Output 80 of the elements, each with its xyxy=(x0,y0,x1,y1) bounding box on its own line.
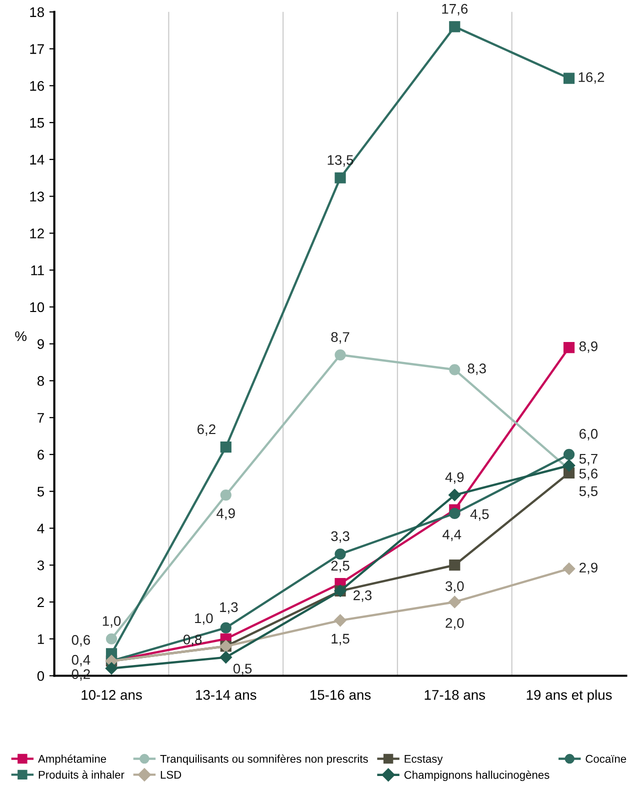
x-tick-label: 19 ans et plus xyxy=(526,690,612,703)
point xyxy=(562,459,576,472)
data-label: 2,5 xyxy=(331,560,350,572)
point xyxy=(449,508,460,520)
data-label: 4,9 xyxy=(445,472,464,484)
point xyxy=(563,342,575,354)
legend-label: Ecstasy xyxy=(404,755,443,765)
data-label: 6,2 xyxy=(197,424,216,436)
y-tick-label: 8 xyxy=(37,376,44,386)
point xyxy=(562,562,576,575)
y-tick-label: 1 xyxy=(38,634,44,644)
y-tick-label: 2 xyxy=(38,597,44,608)
point xyxy=(334,614,346,627)
data-label: 8,7 xyxy=(331,332,350,344)
legend-label: LSD xyxy=(160,770,182,779)
point xyxy=(449,364,460,376)
point xyxy=(563,448,575,460)
point xyxy=(449,560,460,571)
data-label: 0,5 xyxy=(233,664,252,676)
point xyxy=(220,622,232,634)
data-label: 2,0 xyxy=(446,618,464,630)
point xyxy=(334,172,346,184)
data-label: 8,9 xyxy=(579,341,598,353)
data-label: 16,2 xyxy=(578,72,604,84)
point xyxy=(334,349,346,360)
y-tick-label: 11 xyxy=(31,266,44,276)
y-tick-label: 13 xyxy=(30,192,44,202)
data-label: 2,3 xyxy=(354,590,372,602)
y-tick-label: 14 xyxy=(30,154,44,164)
y-tick-label: 16 xyxy=(30,81,44,91)
y-axis-title: % xyxy=(15,331,26,342)
x-tick-label: 17-18 ans xyxy=(424,690,486,700)
legend-label: Amphétamine xyxy=(38,754,106,765)
point xyxy=(563,72,575,84)
data-label: 1,3 xyxy=(220,602,238,614)
point xyxy=(220,651,232,664)
point xyxy=(220,442,232,453)
y-tick-label: 10 xyxy=(30,302,44,312)
point xyxy=(105,662,118,674)
data-label: 5,5 xyxy=(579,486,598,498)
data-label: 3,3 xyxy=(331,531,350,543)
data-label: 4,4 xyxy=(442,530,462,542)
data-label: 2,9 xyxy=(580,562,598,574)
data-label: 0,4 xyxy=(72,654,90,666)
data-label: 1,0 xyxy=(102,616,121,628)
y-tick-label: 12 xyxy=(30,228,44,238)
y-tick-label: 17 xyxy=(30,44,44,54)
y-tick-label: 9 xyxy=(38,339,44,350)
legend-label: Champignons hallucinogènes xyxy=(404,770,550,782)
x-tick-label: 13-14 ans xyxy=(196,690,256,700)
data-label: 5,6 xyxy=(579,468,598,480)
y-tick-label: 0 xyxy=(37,671,44,681)
y-tick-label: 7 xyxy=(38,413,44,423)
y-tick-label: 3 xyxy=(37,560,44,570)
y-tick-label: 18 xyxy=(30,7,44,18)
legend-label: Tranquilisants ou somnifères non prescrits xyxy=(160,754,368,765)
y-tick-label: 5 xyxy=(37,486,44,497)
data-label: 4,9 xyxy=(216,508,235,520)
data-label: 1,0 xyxy=(195,613,213,625)
x-tick-label: 15-16 ans xyxy=(310,690,371,700)
y-tick-label: 4 xyxy=(37,524,44,534)
point xyxy=(448,488,461,502)
data-label: 0,6 xyxy=(72,635,90,646)
y-tick-label: 6 xyxy=(38,450,44,460)
y-tick-label: 15 xyxy=(30,118,44,128)
data-label: 5,7 xyxy=(579,454,598,466)
data-label: 4,5 xyxy=(470,509,489,521)
data-label: 8,3 xyxy=(468,364,486,376)
point xyxy=(448,596,461,608)
point xyxy=(220,489,232,501)
data-label: 6,0 xyxy=(580,428,598,440)
legend-label: Produits à inhaler xyxy=(38,770,124,779)
legend-label: Cocaïne xyxy=(586,754,626,763)
point xyxy=(106,633,118,644)
point xyxy=(449,21,460,32)
data-label: 17,6 xyxy=(442,4,468,16)
x-tick-label: 10-12 ans xyxy=(82,690,142,700)
data-label: 3,0 xyxy=(446,581,464,593)
data-label: 1,5 xyxy=(332,634,350,646)
point xyxy=(334,548,346,560)
